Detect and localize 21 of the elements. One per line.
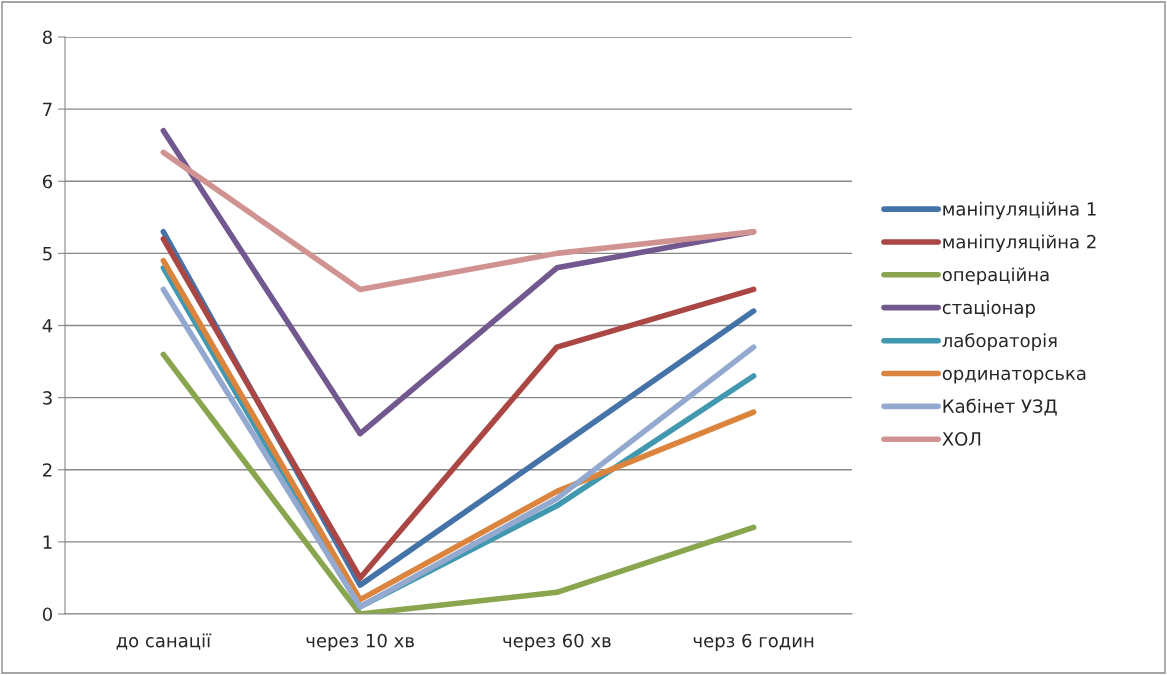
legend-label: маніпуляційна 2 — [943, 234, 1096, 253]
x-tick-label: через 10 хв — [306, 633, 414, 651]
y-tick-label: 7 — [43, 102, 52, 116]
legend-label: маніпуляційна 1 — [943, 201, 1096, 220]
y-tick-label: 8 — [42, 30, 52, 45]
x-tick-label: через 60 хв — [503, 633, 611, 651]
legend-label: операційна — [942, 267, 1049, 285]
legend-label: ХОЛ — [942, 432, 981, 446]
legend-label: стаціонар — [942, 300, 1035, 318]
y-tick-label: 5 — [43, 247, 52, 261]
y-tick-label: 4 — [42, 319, 53, 333]
x-tick-label: черз 6 годин — [693, 633, 814, 651]
legend-label: лабораторія — [942, 333, 1057, 351]
y-tick-label: 6 — [42, 174, 53, 189]
y-tick-label: 3 — [43, 391, 52, 405]
y-tick-label: 1 — [43, 535, 52, 549]
y-tick-label: 2 — [43, 463, 52, 477]
y-tick-label: 0 — [42, 607, 52, 622]
x-tick-label: до санації — [116, 633, 212, 650]
legend-label: Кабінет УЗД — [943, 398, 1057, 416]
legend-label: ординаторська — [942, 369, 1086, 384]
